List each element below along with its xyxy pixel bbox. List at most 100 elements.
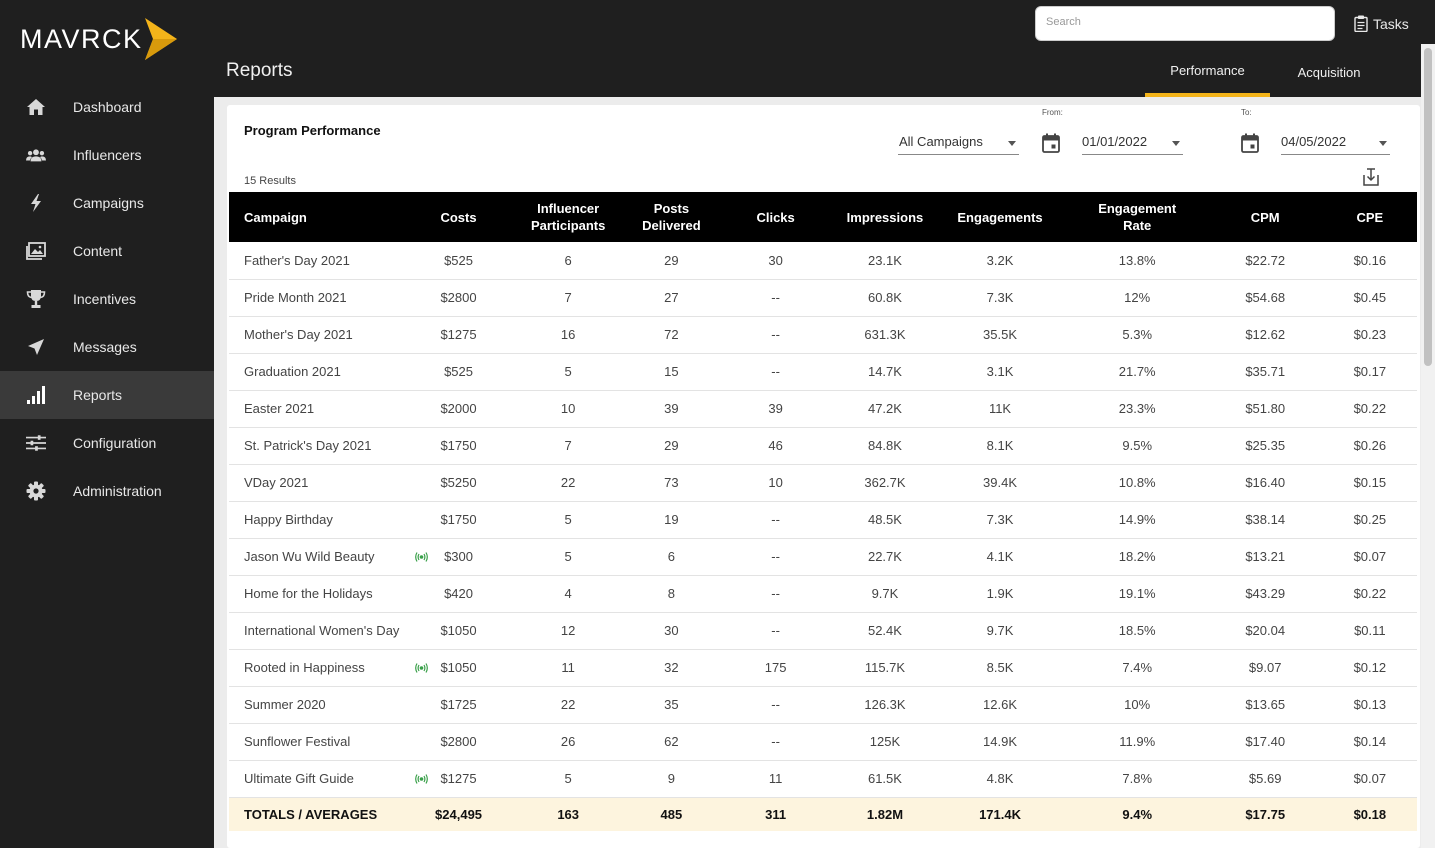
column-header[interactable]: Engagement Rate — [1098, 201, 1177, 233]
cell-cpm: $51.80 — [1245, 401, 1286, 416]
table-row[interactable]: Summer 2020 $1725 22 35 -- 126.3K 12.6K 10% $13.… — [229, 686, 1417, 723]
to-date-select[interactable]: 04/05/2022 — [1281, 131, 1390, 155]
column-header[interactable]: Costs — [440, 209, 477, 225]
cell-impressions: 14.7K — [867, 364, 902, 379]
campaign-name[interactable]: Father's Day 2021 — [229, 242, 409, 279]
sidebar-item-reports[interactable]: Reports — [0, 371, 214, 419]
cell-cpm: $12.62 — [1245, 327, 1286, 342]
table-row[interactable]: St. Patrick's Day 2021 $1750 7 29 46 84.8K 8.1… — [229, 427, 1417, 464]
cell-costs: $2800 — [440, 290, 477, 305]
sidebar-nav: Dashboard Influencers Campaigns Content … — [0, 83, 214, 515]
table-row[interactable]: International Women's Day $1050 12 30 -- 52.4… — [229, 612, 1417, 649]
cell-cpe: $0.17 — [1353, 364, 1387, 379]
campaign-name[interactable]: Happy Birthday — [229, 501, 409, 538]
mavrck-logo[interactable]: MAVRCK — [20, 18, 177, 60]
campaign-name[interactable]: Graduation 2021 — [229, 353, 409, 390]
table-row[interactable]: Jason Wu Wild Beauty $300 5 6 -- 22.7K 4.1K 18.… — [229, 538, 1417, 575]
sidebar-item-dashboard[interactable]: Dashboard — [0, 83, 214, 131]
campaign-name-text: Home for the Holidays — [244, 586, 373, 601]
cell-rate: 7.8% — [1122, 771, 1153, 786]
cell-clicks: -- — [771, 512, 780, 527]
live-broadcast-icon — [415, 773, 428, 784]
sidebar-item-influencers[interactable]: Influencers — [0, 131, 214, 179]
cell-clicks: -- — [771, 549, 780, 564]
cell-rate: 14.9% — [1118, 512, 1156, 527]
cell-cpm: $22.72 — [1245, 252, 1286, 268]
column-header[interactable]: CPE — [1356, 209, 1384, 225]
campaign-name-text: Graduation 2021 — [244, 364, 341, 379]
cell-rate: 9.5% — [1122, 438, 1153, 453]
column-header[interactable]: Posts Delivered — [642, 201, 701, 233]
tab-performance[interactable]: Performance — [1145, 48, 1270, 97]
campaign-name[interactable]: International Women's Day — [229, 612, 409, 649]
totals-clicks: 311 — [765, 806, 787, 822]
table-row[interactable]: Home for the Holidays $420 4 8 -- 9.7K 1.9K 19.… — [229, 575, 1417, 612]
cell-rate: 18.2% — [1118, 549, 1156, 564]
campaign-name[interactable]: Mother's Day 2021 — [229, 316, 409, 353]
cell-costs: $2800 — [440, 734, 477, 749]
table-row[interactable]: Rooted in Happiness $1050 11 32 175 115.7K 8.5… — [229, 649, 1417, 686]
table-row[interactable]: VDay 2021 $5250 22 73 10 362.7K 39.4K 10.8% $16.… — [229, 464, 1417, 501]
table-row[interactable]: Easter 2021 $2000 10 39 39 47.2K 11K 23.3% $51.8… — [229, 390, 1417, 427]
campaign-name[interactable]: Jason Wu Wild Beauty — [229, 538, 428, 575]
logo-arrow-icon — [144, 18, 177, 60]
cell-participants: 22 — [560, 697, 576, 712]
sidebar-item-configuration[interactable]: Configuration — [0, 419, 214, 467]
sidebar-item-campaigns[interactable]: Campaigns — [0, 179, 214, 227]
cell-cpm: $17.40 — [1245, 734, 1286, 749]
cell-costs: $1050 — [440, 660, 477, 675]
cell-impressions: 23.1K — [867, 252, 902, 268]
cell-engagements: 1.9K — [986, 586, 1014, 601]
table-row[interactable]: Happy Birthday $1750 5 19 -- 48.5K 7.3K 14.9% $3… — [229, 501, 1417, 538]
from-date-select[interactable]: 01/01/2022 — [1082, 131, 1183, 155]
campaign-name[interactable]: Summer 2020 — [229, 686, 409, 723]
sidebar-item-incentives[interactable]: Incentives — [0, 275, 214, 323]
cell-posts: 27 — [664, 290, 679, 305]
campaign-filter-select[interactable]: All Campaigns — [898, 131, 1019, 155]
download-icon[interactable] — [1363, 168, 1379, 186]
chevron-down-icon — [1008, 141, 1016, 146]
campaign-name[interactable]: VDay 2021 — [229, 464, 409, 501]
tab-acquisition[interactable]: Acquisition — [1297, 65, 1361, 80]
tasks-button[interactable]: Tasks — [1354, 15, 1409, 32]
page-scrollbar[interactable] — [1421, 44, 1435, 848]
table-row[interactable]: Ultimate Gift Guide $1275 5 9 11 61.5K 4.8K 7.8… — [229, 760, 1417, 797]
search-input[interactable]: Search — [1035, 6, 1335, 41]
cell-costs: $420 — [444, 586, 473, 601]
cell-posts: 15 — [664, 364, 679, 379]
column-header[interactable]: Clicks — [756, 209, 795, 225]
column-header[interactable]: Engagements — [957, 209, 1043, 225]
campaign-name[interactable]: Pride Month 2021 — [229, 279, 409, 316]
campaign-name[interactable]: St. Patrick's Day 2021 — [229, 427, 409, 464]
campaign-name[interactable]: Ultimate Gift Guide — [229, 760, 428, 797]
cell-posts: 9 — [667, 771, 675, 786]
sidebar-item-content[interactable]: Content — [0, 227, 214, 275]
column-header[interactable]: Influencer Participants — [530, 201, 606, 233]
table-row[interactable]: Graduation 2021 $525 5 15 -- 14.7K 3.1K 21.7% $3… — [229, 353, 1417, 390]
campaign-name[interactable]: Rooted in Happiness — [229, 649, 428, 686]
column-header[interactable]: Campaign — [244, 209, 307, 225]
chevron-down-icon — [1379, 141, 1387, 146]
table-row[interactable]: Father's Day 2021 $525 6 29 30 23.1K 3.2K 13.8%… — [229, 242, 1417, 279]
cell-posts: 30 — [664, 623, 679, 638]
column-header[interactable]: Impressions — [846, 209, 924, 225]
calendar-icon[interactable] — [1042, 133, 1060, 153]
cell-clicks: -- — [771, 697, 780, 712]
cell-cpm: $43.29 — [1245, 586, 1286, 601]
scrollbar-thumb[interactable] — [1424, 48, 1432, 366]
sidebar-item-administration[interactable]: Administration — [0, 467, 214, 515]
table-row[interactable]: Pride Month 2021 $2800 7 27 -- 60.8K 7.3K 12% $5… — [229, 279, 1417, 316]
campaign-name[interactable]: Easter 2021 — [229, 390, 409, 427]
calendar-icon[interactable] — [1241, 133, 1259, 153]
to-label: To: — [1241, 108, 1252, 117]
column-header[interactable]: CPM — [1250, 209, 1280, 225]
to-date-value: 04/05/2022 — [1281, 134, 1347, 149]
sidebar-item-messages[interactable]: Messages — [0, 323, 214, 371]
cell-cpm: $25.35 — [1245, 438, 1286, 453]
table-row[interactable]: Sunflower Festival $2800 26 62 -- 125K 14.9K 11… — [229, 723, 1417, 760]
campaign-name[interactable]: Sunflower Festival — [229, 723, 409, 760]
campaign-name[interactable]: Home for the Holidays — [229, 575, 409, 612]
cell-engagements: 7.3K — [986, 290, 1014, 305]
campaign-name-text: St. Patrick's Day 2021 — [244, 438, 372, 453]
table-row[interactable]: Mother's Day 2021 $1275 16 72 -- 631.3K 35.5K 5… — [229, 316, 1417, 353]
